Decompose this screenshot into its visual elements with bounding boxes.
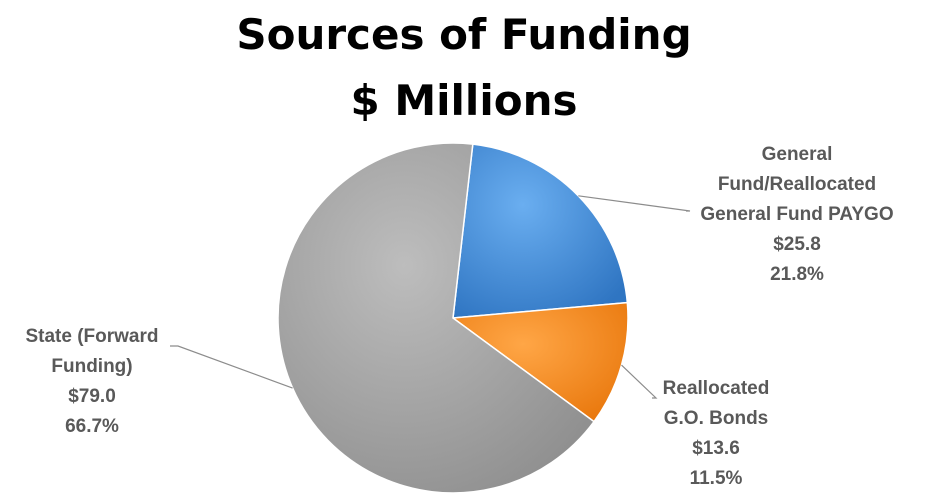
slice-percent-label: 21.8% bbox=[770, 264, 824, 285]
slice-percent-label: 11.5% bbox=[689, 468, 743, 489]
slice-name-line: General bbox=[761, 144, 833, 165]
slice-name-line: Reallocated bbox=[662, 378, 770, 399]
slice-label-go-bonds: Reallocated G.O. Bonds $13.6 11.5% bbox=[626, 374, 806, 494]
slice-label-state: State (Forward Funding) $79.0 66.7% bbox=[2, 322, 182, 442]
leader-line-state bbox=[170, 345, 293, 389]
slice-label-general-fund: General Fund/Reallocated General Fund PA… bbox=[672, 140, 922, 290]
slice-value-label: $13.6 bbox=[692, 438, 740, 459]
chart-subtitle: $ Millions bbox=[350, 76, 578, 125]
slice-name-line: G.O. Bonds bbox=[663, 408, 769, 429]
slice-name-line: Funding) bbox=[51, 356, 133, 377]
chart-title: Sources of Funding bbox=[236, 10, 692, 59]
slice-value-label: $79.0 bbox=[68, 386, 116, 407]
slice-percent-label: 66.7% bbox=[65, 416, 119, 437]
slice-name-line: Fund/Reallocated bbox=[717, 174, 877, 195]
leader-line-go-bonds bbox=[621, 364, 658, 399]
pie-slice-general-fund bbox=[452, 143, 629, 319]
pie-slice-state bbox=[277, 142, 596, 494]
slice-name-line: General Fund PAYGO bbox=[700, 204, 894, 225]
slice-name-line: State (Forward bbox=[25, 326, 159, 347]
leader-line-general-fund bbox=[578, 195, 691, 212]
slice-value-label: $25.8 bbox=[773, 234, 821, 255]
